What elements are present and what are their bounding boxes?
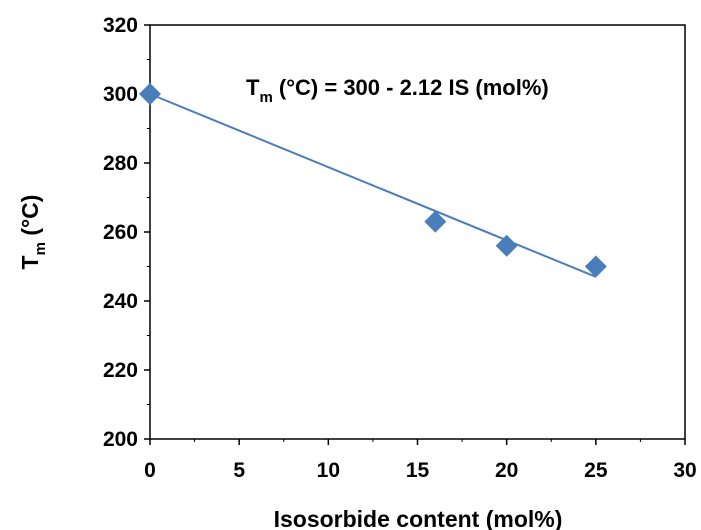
y-tick-label: 260 <box>103 221 138 244</box>
x-tick-label: 0 <box>144 459 156 482</box>
y-tick-label: 320 <box>103 14 138 37</box>
x-tick-label: 30 <box>673 459 696 482</box>
y-tick-label: 280 <box>103 152 138 175</box>
x-tick-label: 15 <box>406 459 430 482</box>
data-point-diamond <box>495 234 518 257</box>
x-tick-label: 25 <box>584 459 608 482</box>
x-tick-label: 5 <box>233 459 245 482</box>
data-point-diamond <box>584 255 607 278</box>
y-axis-title: Tm (°C) <box>17 195 49 270</box>
data-point-diamond <box>424 210 447 233</box>
plot-layer: 200 220 240 260 280 300 320 0 5 10 15 20 25 30 <box>103 14 697 482</box>
y-tick-label: 300 <box>103 83 138 106</box>
y-tick-label: 220 <box>103 359 138 382</box>
y-tick-label: 200 <box>103 428 138 451</box>
equation-annotation: Tm (°C) = 300 - 2.12 IS (mol%) <box>246 75 549 106</box>
y-tick-label: 240 <box>103 290 138 313</box>
x-tick-label: 20 <box>495 459 518 482</box>
data-point-diamond <box>139 83 161 105</box>
trendline <box>149 93 597 278</box>
x-axis-title: Isosorbide content (mol%) <box>274 506 563 530</box>
x-tick-label: 10 <box>317 459 340 482</box>
